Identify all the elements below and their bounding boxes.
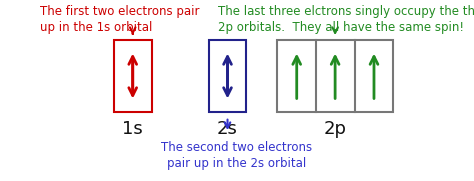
Text: The first two electrons pair
up in the 1s orbital: The first two electrons pair up in the 1…: [40, 5, 200, 34]
Text: 2p: 2p: [324, 119, 346, 138]
Text: The second two electrons
pair up in the 2s orbital: The second two electrons pair up in the …: [162, 141, 312, 170]
Bar: [114, 40, 152, 112]
Text: 1s: 1s: [122, 119, 143, 138]
Bar: [277, 40, 393, 112]
Text: The last three elctrons singly occupy the three
2p orbitals.  They all have the : The last three elctrons singly occupy th…: [218, 5, 474, 34]
Bar: [209, 40, 246, 112]
Text: 2s: 2s: [217, 119, 238, 138]
